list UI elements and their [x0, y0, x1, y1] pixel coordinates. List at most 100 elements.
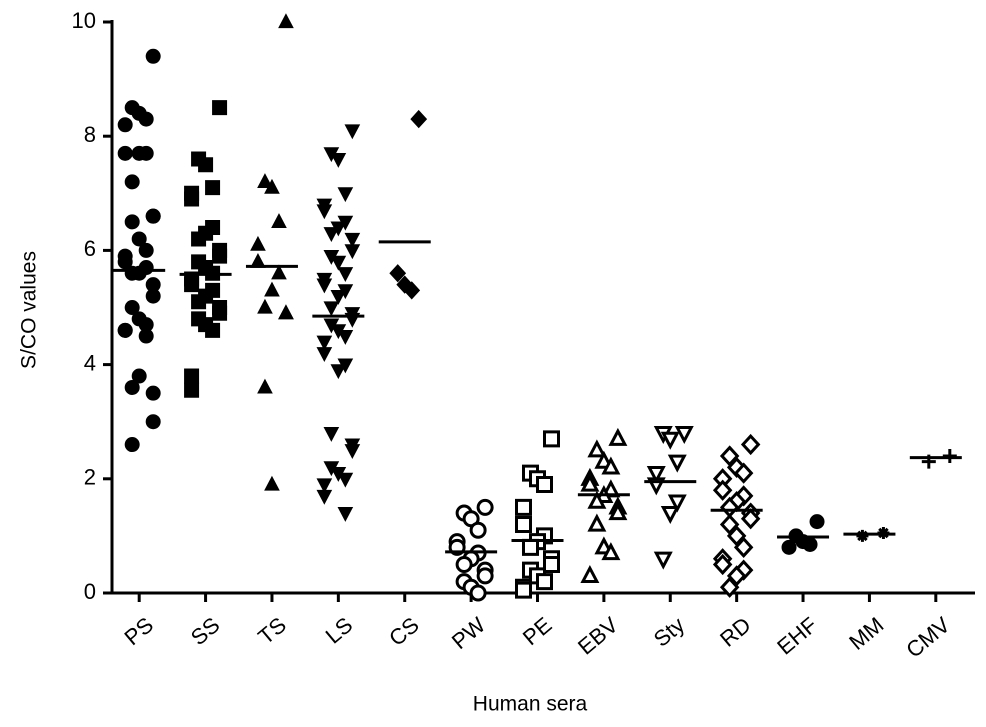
data-point: [316, 204, 333, 220]
data-point: [469, 521, 487, 539]
x-tick-label: SS: [186, 612, 225, 650]
data-point: [138, 328, 154, 344]
data-point: [781, 539, 797, 555]
data-point: [138, 242, 154, 258]
data-point: [271, 264, 287, 280]
data-point: [330, 364, 347, 380]
data-point: [124, 174, 140, 190]
data-point: [719, 576, 740, 598]
y-tick-label: 6: [84, 236, 96, 261]
data-point: [476, 567, 494, 585]
data-point: [117, 145, 133, 161]
data-point: [543, 430, 560, 448]
x-tick-label: EHF: [772, 612, 822, 659]
data-point: [740, 433, 761, 456]
data-point: [198, 157, 214, 173]
data-point: [515, 581, 532, 599]
data-point: [131, 368, 147, 384]
x-tick-label: MM: [844, 612, 888, 655]
data-point: [205, 322, 221, 338]
data-point: [802, 536, 818, 552]
data-point: [733, 536, 754, 558]
data-point: [396, 275, 414, 294]
data-point: [410, 109, 428, 129]
data-point: [117, 254, 133, 270]
y-tick-label: 10: [72, 8, 96, 33]
data-point: [264, 281, 280, 297]
data-point: [580, 473, 600, 492]
data-point: [124, 214, 140, 230]
data-point: [337, 187, 354, 203]
data-point: [330, 255, 347, 271]
data-point: [131, 231, 147, 247]
data-point: [344, 444, 361, 460]
y-tick-label: 0: [84, 579, 96, 604]
data-point: [191, 231, 207, 247]
data-point: [138, 111, 154, 127]
data-point: [389, 264, 407, 283]
data-point: [323, 301, 340, 317]
data-point: [337, 506, 354, 522]
data-point: [536, 476, 553, 494]
data-point: [580, 564, 600, 583]
data-point: [212, 305, 228, 321]
data-point: [712, 553, 733, 576]
x-tick-label: PW: [447, 612, 490, 654]
data-point: [522, 538, 539, 556]
data-point: [323, 227, 340, 243]
data-point: [131, 145, 147, 161]
x-tick-label: Sty: [649, 612, 689, 652]
data-point: [337, 472, 354, 488]
y-tick-label: 2: [84, 465, 96, 490]
data-point: [124, 265, 140, 281]
data-point: [278, 304, 294, 320]
data-point: [536, 573, 553, 591]
data-point: [212, 248, 228, 264]
data-point: [469, 584, 487, 602]
data-point: [543, 555, 560, 573]
x-tick-label: PE: [518, 612, 557, 650]
data-point: [323, 427, 340, 442]
x-axis-label: Human sera: [473, 693, 588, 716]
data-point: [608, 427, 628, 446]
data-point: [330, 289, 347, 305]
data-point: [587, 439, 607, 458]
x-tick-label: CS: [384, 612, 423, 651]
data-point: [667, 494, 687, 513]
data-point: [719, 513, 740, 536]
data-point: [674, 426, 694, 445]
data-point: [145, 385, 161, 401]
data-point: [608, 502, 628, 521]
data-point: [601, 456, 621, 475]
data-point: [809, 514, 825, 530]
data-point: [316, 489, 333, 505]
x-tick-label: CMV: [901, 612, 955, 663]
data-point: [145, 208, 161, 224]
data-point: [740, 508, 761, 530]
data-point: [712, 479, 733, 501]
data-point: [316, 335, 333, 351]
y-axis-label: S/CO values: [18, 251, 41, 369]
data-point: [205, 180, 221, 196]
data-point: [257, 298, 273, 314]
data-point: [330, 152, 347, 168]
data-point: [145, 414, 161, 430]
y-tick-label: 8: [84, 122, 96, 147]
data-point: [264, 475, 280, 491]
data-point: [257, 378, 273, 394]
data-point: [145, 288, 161, 304]
data-point: [587, 490, 607, 509]
data-point: [191, 294, 207, 310]
data-point: [145, 48, 161, 64]
data-point: [124, 437, 140, 453]
x-tick-label: PS: [120, 612, 159, 650]
data-point: [476, 498, 494, 516]
data-point: [733, 462, 754, 484]
data-point: [344, 244, 361, 260]
data-point: [184, 277, 200, 293]
y-tick-label: 4: [84, 350, 96, 375]
data-point: [667, 454, 687, 473]
data-point: [337, 329, 354, 345]
data-point: [250, 235, 266, 251]
